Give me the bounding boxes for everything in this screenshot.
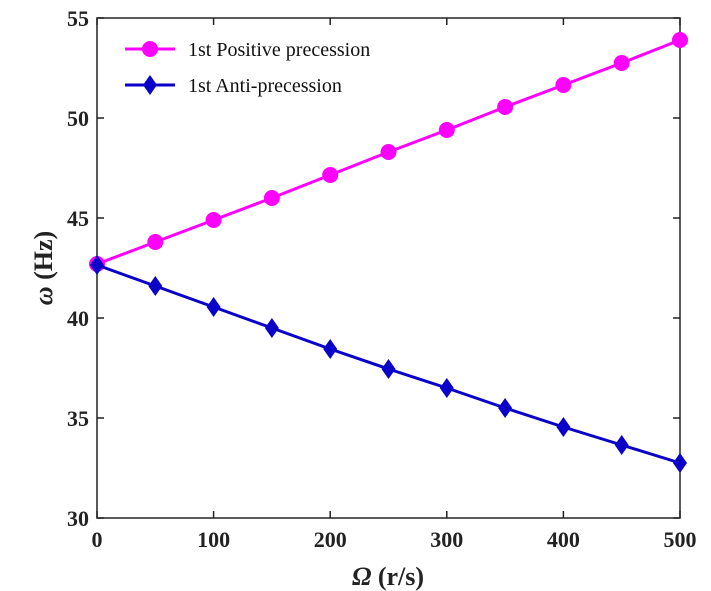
- x-tick-label: 100: [197, 527, 230, 552]
- y-tick-label: 55: [67, 6, 89, 31]
- y-tick-label: 40: [67, 306, 89, 331]
- data-point: [90, 255, 104, 275]
- data-point: [613, 55, 630, 71]
- y-tick-label: 35: [67, 406, 89, 431]
- data-point: [206, 297, 221, 317]
- x-tick-label: 400: [547, 527, 580, 552]
- plot-area-frame: [96, 17, 681, 519]
- data-point: [673, 453, 687, 473]
- data-point: [439, 378, 454, 398]
- x-axis-label-symbol: Ω: [352, 562, 371, 591]
- data-point: [438, 122, 455, 138]
- y-axis-label-symbol: ω: [29, 286, 58, 305]
- y-tick-label: 30: [67, 506, 89, 531]
- legend-marker-positive: [142, 41, 158, 57]
- y-axis-label: ω (Hz): [29, 231, 58, 305]
- x-tick-label: 300: [430, 527, 463, 552]
- data-point: [614, 435, 629, 455]
- data-point: [498, 398, 513, 418]
- data-point: [264, 318, 279, 338]
- series-positive-precession: [89, 32, 688, 272]
- data-point: [556, 417, 571, 437]
- data-point: [381, 359, 396, 379]
- y-tick-label: 45: [67, 206, 89, 231]
- data-point: [148, 276, 163, 296]
- x-tick-label: 200: [314, 527, 347, 552]
- data-point: [672, 32, 688, 48]
- data-point: [205, 212, 222, 228]
- series-layer: [89, 32, 688, 473]
- x-axis-ticks: 0 100 200 300 400 500: [92, 18, 697, 552]
- data-point: [380, 144, 397, 160]
- data-point: [497, 99, 514, 115]
- legend: 1st Positive precession 1st Anti-precess…: [125, 39, 370, 97]
- data-point: [323, 339, 338, 359]
- x-axis-label: Ω (r/s): [352, 562, 424, 591]
- legend-label-anti: 1st Anti-precession: [188, 75, 342, 97]
- data-point: [322, 167, 339, 183]
- legend-marker-anti: [143, 75, 157, 95]
- legend-label-positive: 1st Positive precession: [188, 39, 370, 61]
- data-point: [555, 77, 572, 93]
- x-tick-label: 0: [92, 527, 103, 552]
- y-axis-ticks: 30 35 40 45 50 55: [67, 6, 680, 531]
- data-point: [263, 190, 280, 206]
- y-tick-label: 50: [67, 106, 89, 131]
- x-tick-label: 500: [664, 527, 697, 552]
- series-anti-precession: [90, 255, 687, 473]
- data-point: [147, 234, 164, 250]
- y-axis-label-unit: (Hz): [29, 231, 58, 287]
- x-axis-label-unit: (r/s): [371, 562, 424, 591]
